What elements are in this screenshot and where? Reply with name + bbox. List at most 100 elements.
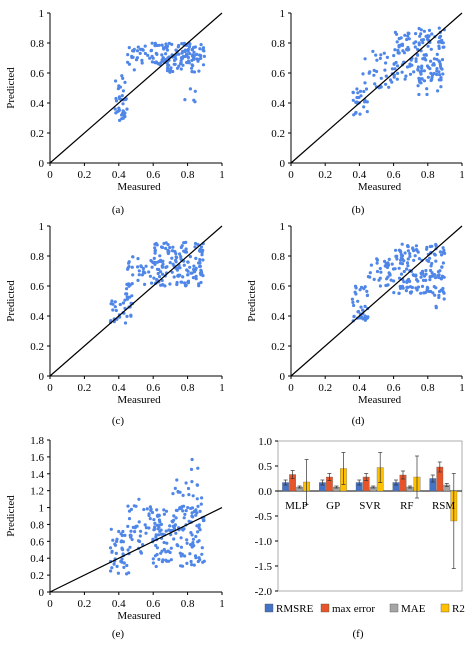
plot-area: 1.0 0.5 0.0 -0.5 -1.0 -1.5 -2.0 MLP GP SVR RF RSM RM… — [255, 436, 465, 615]
data-point — [161, 56, 165, 60]
data-point — [169, 546, 173, 550]
data-point — [400, 42, 404, 46]
data-point — [127, 260, 131, 264]
data-point — [157, 557, 161, 562]
point-cluster — [165, 54, 201, 74]
data-point — [436, 89, 440, 93]
data-point — [399, 256, 403, 260]
data-point — [403, 77, 407, 81]
legend-label: RMSRE — [276, 603, 314, 615]
data-point — [200, 496, 204, 500]
x-tick-label: 1 — [219, 598, 225, 610]
point-cluster — [171, 478, 204, 509]
data-point — [147, 512, 151, 516]
data-point — [371, 49, 375, 54]
data-point — [379, 76, 383, 80]
data-point — [352, 113, 356, 117]
data-point — [110, 550, 114, 554]
data-point — [378, 284, 382, 288]
y-tick-label: 0.2 — [271, 341, 285, 353]
data-point — [434, 244, 438, 248]
data-point — [147, 270, 151, 274]
data-point — [393, 48, 397, 52]
data-point — [359, 285, 364, 289]
data-point — [141, 48, 145, 52]
data-point — [164, 58, 168, 62]
data-point — [394, 60, 398, 65]
bar-group-gp — [319, 452, 347, 492]
data-point — [139, 264, 143, 268]
data-point — [416, 285, 421, 289]
data-point — [154, 60, 158, 64]
y-tick-label: 0.4 — [271, 98, 285, 110]
data-point — [387, 271, 391, 275]
reference-line — [49, 225, 223, 377]
data-point — [398, 249, 402, 253]
data-point — [441, 261, 445, 265]
data-point — [425, 92, 429, 97]
data-point — [166, 56, 170, 60]
data-point — [157, 523, 161, 527]
data-point — [139, 551, 143, 555]
data-point — [189, 506, 193, 511]
data-point — [171, 524, 175, 529]
data-point — [199, 54, 203, 58]
data-point — [145, 507, 149, 511]
point-cluster — [350, 284, 370, 323]
data-point — [194, 274, 198, 278]
point-cluster — [108, 297, 135, 325]
x-tick-label: 0.6 — [146, 598, 160, 610]
x-tick-label: 0.2 — [78, 598, 92, 610]
data-point — [170, 270, 174, 274]
data-point — [180, 42, 184, 46]
data-point — [171, 520, 175, 524]
data-point — [162, 547, 166, 552]
data-point — [190, 58, 194, 63]
data-point — [174, 48, 178, 52]
data-point — [149, 507, 153, 511]
y-tick-label: 0.2 — [30, 341, 44, 353]
data-point — [432, 252, 436, 256]
data-point — [153, 41, 157, 46]
data-point — [118, 85, 122, 89]
data-point — [187, 519, 191, 523]
bar-group-rsm — [429, 461, 458, 569]
data-point — [165, 69, 170, 73]
data-point — [430, 261, 434, 266]
data-point — [174, 531, 178, 535]
data-point — [437, 40, 441, 44]
data-point — [197, 526, 201, 530]
data-point — [173, 486, 177, 490]
data-point — [135, 49, 140, 53]
data-point — [127, 517, 132, 521]
data-point — [368, 271, 372, 275]
data-point — [113, 305, 117, 309]
data-point — [159, 270, 163, 274]
data-point — [158, 63, 162, 67]
data-point — [358, 288, 362, 292]
bar-group-svr — [355, 452, 384, 492]
data-point — [176, 274, 180, 278]
data-point — [165, 265, 169, 269]
data-point — [191, 494, 195, 498]
data-point — [170, 249, 175, 253]
legend-swatch — [389, 603, 399, 613]
data-point — [440, 38, 444, 42]
data-point — [150, 510, 155, 515]
data-point — [143, 51, 147, 56]
data-point — [441, 41, 445, 45]
data-point — [169, 66, 173, 70]
data-point — [111, 308, 115, 312]
data-point — [195, 497, 199, 501]
data-point — [400, 242, 404, 246]
data-point — [183, 49, 187, 54]
x-tick-label: 1 — [459, 169, 465, 181]
data-point — [169, 558, 173, 562]
data-point — [111, 538, 115, 542]
data-point — [152, 528, 156, 532]
data-point — [397, 266, 401, 270]
data-point — [171, 245, 175, 249]
data-point — [406, 264, 410, 268]
category-label: GP — [326, 500, 340, 512]
data-point — [117, 106, 121, 110]
